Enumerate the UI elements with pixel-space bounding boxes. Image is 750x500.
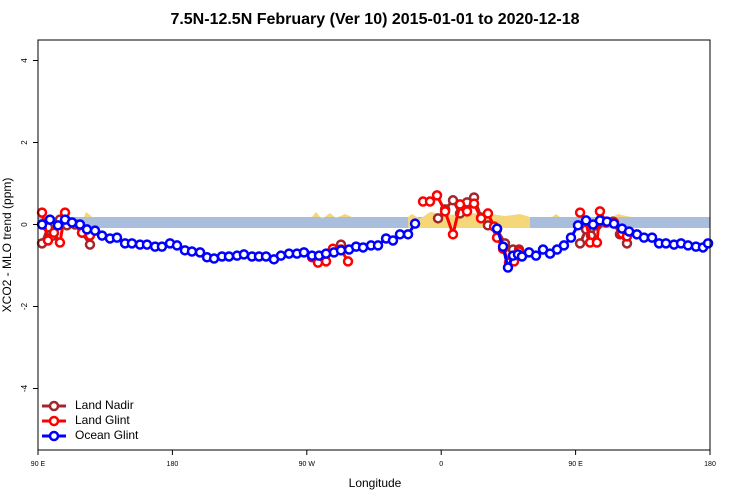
data-point xyxy=(335,245,347,256)
data-point xyxy=(497,241,509,252)
legend-marker xyxy=(48,415,60,427)
data-point xyxy=(42,235,54,246)
data-point xyxy=(194,247,206,258)
legend-label: Land Nadir xyxy=(75,398,134,412)
x-axis-label: Longitude xyxy=(349,476,402,490)
data-point xyxy=(424,196,436,207)
data-point xyxy=(454,199,466,210)
data-point xyxy=(565,232,577,243)
y-tick-label: -2 xyxy=(20,302,29,310)
data-point xyxy=(171,240,183,251)
data-point xyxy=(74,219,86,230)
data-point xyxy=(475,213,487,224)
data-point xyxy=(646,232,658,243)
data-point xyxy=(432,213,444,224)
data-point xyxy=(44,214,56,225)
y-tick-label: -4 xyxy=(20,384,29,392)
y-axis-label: XCO2 - MLO trend (ppm) xyxy=(0,178,14,313)
data-point xyxy=(431,190,443,201)
y-tick-label: 2 xyxy=(20,140,29,145)
data-point xyxy=(491,223,503,234)
plot-area xyxy=(36,190,714,273)
x-tick-label: 180 xyxy=(167,461,179,468)
ocean-band xyxy=(38,217,710,228)
data-point xyxy=(320,248,332,259)
data-point xyxy=(660,238,672,249)
data-point xyxy=(342,256,354,267)
x-tick-label: 0 xyxy=(439,461,443,468)
data-point xyxy=(574,238,586,249)
data-point xyxy=(572,220,584,231)
data-point xyxy=(409,218,421,229)
data-point xyxy=(461,206,473,217)
y-tick-label: 4 xyxy=(20,58,29,63)
data-point xyxy=(54,237,66,248)
data-point xyxy=(126,238,138,249)
data-point xyxy=(156,241,168,252)
data-point xyxy=(186,246,198,257)
chart-title: 7.5N-12.5N February (Ver 10) 2015-01-01 … xyxy=(170,11,579,28)
data-point xyxy=(591,237,603,248)
data-point xyxy=(52,220,64,231)
data-point xyxy=(89,225,101,236)
data-point xyxy=(594,206,606,217)
data-point xyxy=(574,207,586,218)
y-tick-label: 0 xyxy=(20,222,29,227)
data-point xyxy=(482,208,494,219)
plot-frame xyxy=(37,39,711,451)
data-point xyxy=(702,238,714,249)
legend-marker xyxy=(48,400,60,412)
data-point xyxy=(387,235,399,246)
x-tick-label: 90 E xyxy=(568,461,583,468)
x-tick-label: 90 W xyxy=(299,461,316,468)
data-point xyxy=(238,249,250,260)
data-point xyxy=(638,232,650,243)
data-point xyxy=(372,240,384,251)
legend-marker xyxy=(48,430,60,442)
data-point xyxy=(141,239,153,250)
data-point xyxy=(468,198,480,209)
data-point xyxy=(81,224,93,235)
data-point xyxy=(275,250,287,261)
x-tick-label: 90 E xyxy=(31,461,46,468)
data-point xyxy=(36,219,48,230)
data-point xyxy=(48,227,60,238)
data-point xyxy=(530,250,542,261)
data-point xyxy=(36,207,48,218)
data-point xyxy=(223,251,235,262)
data-point xyxy=(502,262,514,273)
data-point xyxy=(402,229,414,240)
data-point xyxy=(447,229,459,240)
data-point xyxy=(394,229,406,240)
data-point xyxy=(682,240,694,251)
data-point xyxy=(111,232,123,243)
legend-label: Ocean Glint xyxy=(75,428,139,442)
data-point xyxy=(439,206,451,217)
legend-label: Land Glint xyxy=(75,413,130,427)
x-tick-label: 180 xyxy=(704,461,716,468)
data-point xyxy=(84,239,96,250)
data-point xyxy=(608,218,620,229)
data-point xyxy=(298,247,310,258)
data-point xyxy=(558,240,570,251)
